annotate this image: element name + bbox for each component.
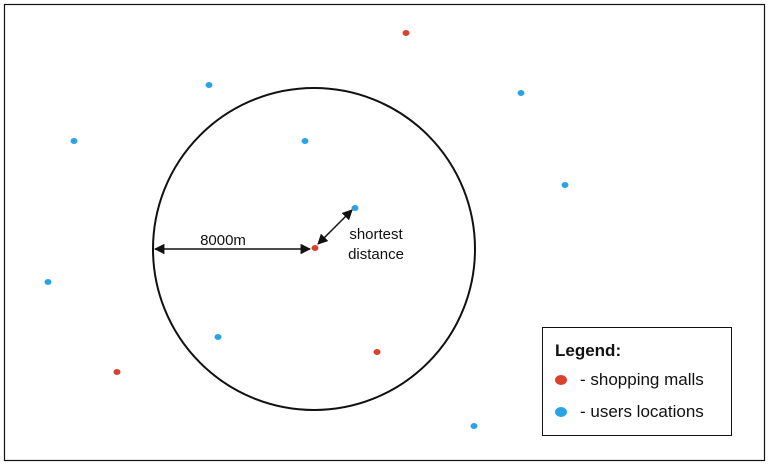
user-location-point (70, 138, 78, 144)
user-location-point-nearest (351, 205, 359, 211)
legend: Legend: - shopping malls - users locatio… (542, 327, 732, 436)
legend-item-user-locations: - users locations (555, 402, 704, 422)
user-location-point (517, 90, 525, 96)
legend-label-shopping-malls: - shopping malls (580, 370, 704, 389)
user-location-point (205, 82, 213, 88)
legend-label-user-locations: - users locations (580, 402, 704, 421)
search-radius-circle (152, 87, 476, 411)
shopping-mall-point (373, 349, 381, 355)
diagram-border (3, 3, 766, 462)
user-location-point (214, 334, 222, 340)
legend-title: Legend: (555, 341, 622, 360)
user-location-point (470, 423, 478, 429)
shortest-distance-label-line1: shortest (349, 226, 403, 243)
shopping-mall-point (113, 369, 121, 375)
shortest-distance-arrow (317, 209, 353, 245)
user-location-point (301, 138, 309, 144)
legend-item-shopping-malls: - shopping malls (555, 370, 704, 390)
user-location-point (44, 279, 52, 285)
shopping-mall-swatch (555, 375, 567, 385)
user-location-swatch (555, 407, 567, 417)
user-location-point (561, 182, 569, 188)
shopping-mall-point-center (311, 245, 319, 251)
shopping-mall-point (402, 30, 410, 36)
radius-label: 8000m (200, 232, 246, 249)
shortest-distance-label-line2: distance (348, 246, 404, 263)
